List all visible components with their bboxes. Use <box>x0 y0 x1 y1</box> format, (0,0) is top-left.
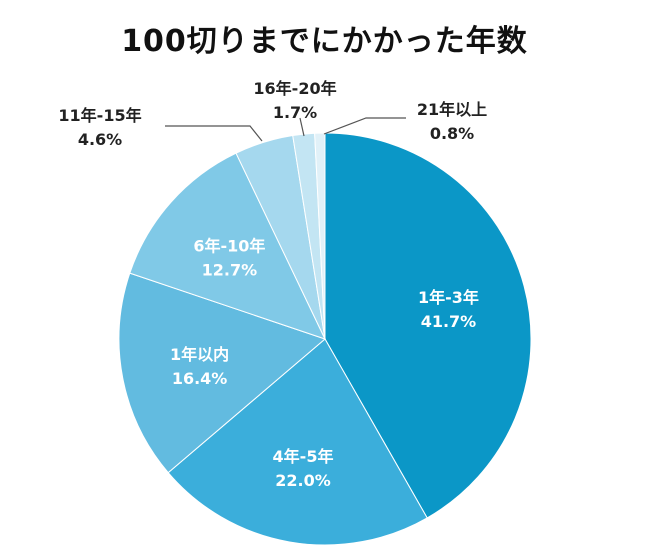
slice-category-label-21y-plus: 21年以上 <box>417 100 487 119</box>
slice-value-label-1-3y: 41.7% <box>421 312 477 331</box>
leader-line-21y-plus <box>323 117 406 135</box>
chart-title: 100切りまでにかかった年数 <box>121 24 528 59</box>
slice-value-label-21y-plus: 0.8% <box>430 124 474 143</box>
pie-slice-within-1y <box>118 272 326 474</box>
pie-slice-4-5y <box>167 338 428 546</box>
slice-value-label-6-10y: 12.7% <box>202 260 258 279</box>
slice-value-label-11-15y: 4.6% <box>78 130 122 149</box>
slice-category-label-11-15y: 11年-15年 <box>58 106 141 125</box>
slice-category-label-within-1y: 1年以内 <box>170 345 229 364</box>
slice-value-label-within-1y: 16.4% <box>172 369 228 388</box>
pie-slice-1-3y <box>324 132 532 519</box>
slice-category-label-16-20y: 16年-20年 <box>253 79 336 98</box>
pie-slice-6-10y <box>129 152 326 340</box>
slice-category-label-1-3y: 1年-3年 <box>418 288 479 307</box>
slice-category-label-4-5y: 4年-5年 <box>273 447 334 466</box>
slice-value-label-4-5y: 22.0% <box>275 471 331 490</box>
slice-category-label-6-10y: 6年-10年 <box>193 236 265 255</box>
leader-line-11-15y <box>165 125 263 142</box>
leader-line-16-20y <box>299 117 305 137</box>
slice-value-label-16-20y: 1.7% <box>273 103 317 122</box>
